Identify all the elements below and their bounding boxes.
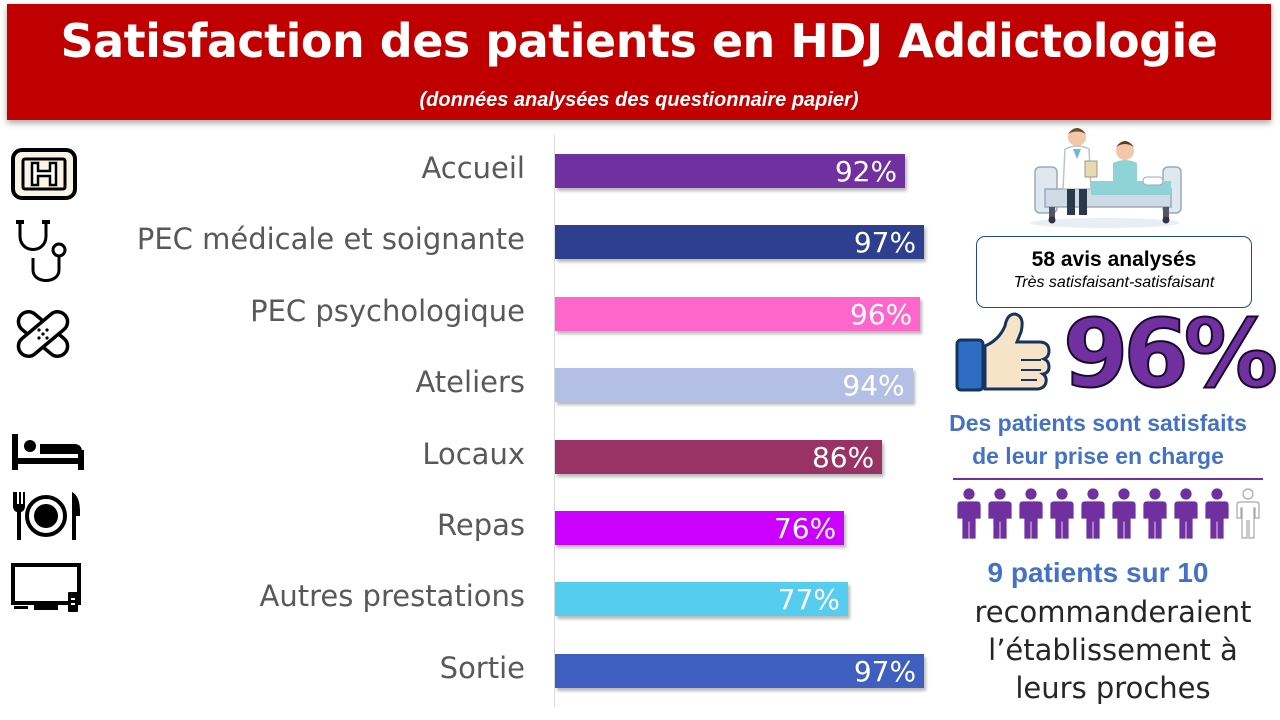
bar-value-label: 96% (850, 297, 913, 331)
recommend-count: 9 patients sur 10 (987, 557, 1209, 588)
category-label: Sortie (439, 650, 525, 685)
bar-value-label: 94% (842, 369, 905, 403)
bar-value-label: 97% (853, 226, 917, 260)
person-icon (1112, 488, 1136, 539)
satisfied-line-2: de leur prise en charge (972, 443, 1224, 469)
plate-icon (13, 492, 80, 540)
person-icon (1236, 488, 1260, 539)
title-banner: Satisfaction des patients en HDJ Addicto… (7, 4, 1271, 120)
bar (555, 368, 913, 403)
bar (555, 439, 883, 474)
doctor-patient-illustration (1030, 128, 1182, 228)
reviews-note: Très satisfaisant-satisfaisant (1013, 274, 1215, 291)
chart-axis-line (554, 135, 555, 707)
bandage-icon (16, 310, 70, 358)
satisfied-line-1: Des patients sont satisfaits (949, 410, 1247, 436)
person-icon (957, 488, 981, 539)
category-label: Autres prestations (259, 579, 526, 614)
person-icon (1019, 488, 1043, 539)
thumbs-up-icon (955, 312, 1051, 392)
person-icon (1081, 488, 1105, 539)
bar (555, 296, 921, 331)
category-label: PEC médicale et soignante (136, 222, 525, 257)
category-label: Ateliers (415, 365, 525, 400)
category-label: Locaux (422, 436, 525, 471)
divider-line (953, 478, 1263, 480)
reviews-count: 58 avis analysés (1031, 248, 1197, 271)
bar-value-label: 97% (853, 654, 917, 688)
bar (555, 582, 848, 617)
bar (555, 154, 906, 188)
category-label: Repas (437, 508, 525, 542)
person-icon (1143, 488, 1167, 539)
reviews-box: 58 avis analysés Très satisfaisant-satis… (976, 236, 1252, 308)
person-icon (1205, 488, 1229, 539)
page-title: Satisfaction des patients en HDJ Addicto… (60, 14, 1218, 68)
recommend-line-2: l’établissement à (988, 633, 1238, 667)
category-label: PEC psychologique (250, 293, 525, 328)
bed-icon (12, 434, 84, 470)
big-percentage: 96% (1062, 299, 1279, 410)
person-icon (1174, 488, 1198, 539)
people-row (957, 488, 1260, 539)
bar-value-label: 77% (777, 583, 840, 617)
bar (555, 225, 925, 260)
recommend-line-3: leurs proches (1015, 671, 1211, 705)
person-icon (988, 488, 1012, 539)
hospital-icon (11, 148, 77, 200)
category-label: Accueil (421, 151, 525, 185)
tv-icon (11, 563, 81, 612)
bar (555, 653, 925, 688)
bar-value-label: 86% (811, 440, 875, 474)
bar-value-label: 76% (773, 512, 837, 545)
recommend-line-1: recommanderaient (974, 595, 1252, 629)
page-subtitle: (données analysées des questionnaire pap… (419, 89, 859, 111)
person-icon (1050, 488, 1074, 539)
bar-value-label: 92% (834, 155, 898, 188)
stethoscope-icon (16, 220, 67, 282)
bar (555, 511, 845, 545)
